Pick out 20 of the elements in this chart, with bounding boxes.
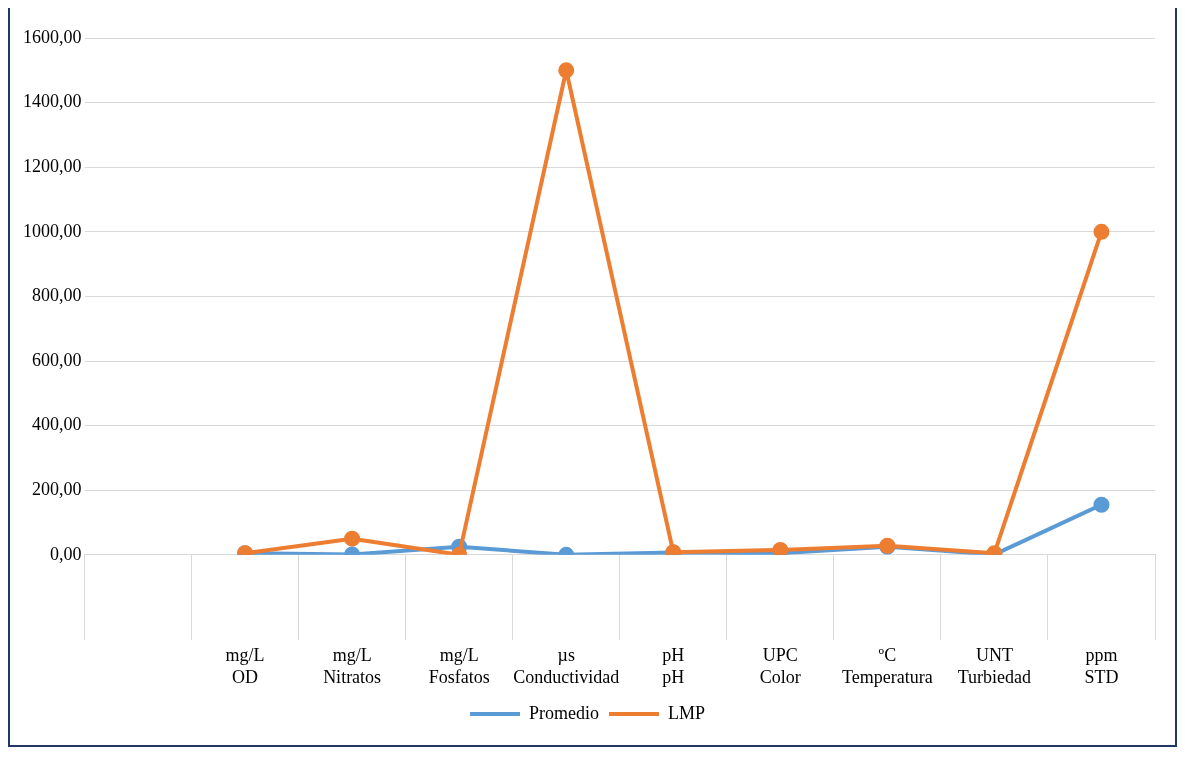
y-tick-label: 1000,00 (23, 220, 82, 241)
x-tick-label: ºC Temperatura (842, 645, 933, 687)
y-tick-label: 400,00 (32, 414, 82, 435)
y-tick-label: 200,00 (32, 478, 82, 499)
y-tick-label: 800,00 (32, 285, 82, 306)
y-tick-label: 600,00 (32, 349, 82, 370)
y-tick-label: 1400,00 (23, 91, 82, 112)
x-tick-label: mg/L OD (225, 645, 265, 687)
x-tick-label: ppm STD (1084, 645, 1119, 687)
x-tick-label: UPC Color (759, 645, 801, 687)
x-tick-label: mg/L Fosfatos (428, 645, 490, 687)
y-tick-label: 0,00 (50, 543, 82, 564)
legend-label: Promedio (529, 702, 599, 723)
y-tick-label: 1600,00 (23, 26, 82, 47)
x-tick-label: µs Conductividad (513, 645, 620, 687)
x-tick-label: pH pH (662, 645, 685, 687)
legend-label: LMP (667, 702, 706, 723)
y-tick-label: 1200,00 (23, 155, 82, 176)
x-tick-label: mg/L Nitratos (323, 645, 382, 687)
x-tick-label: UNT Turbiedad (957, 645, 1032, 687)
